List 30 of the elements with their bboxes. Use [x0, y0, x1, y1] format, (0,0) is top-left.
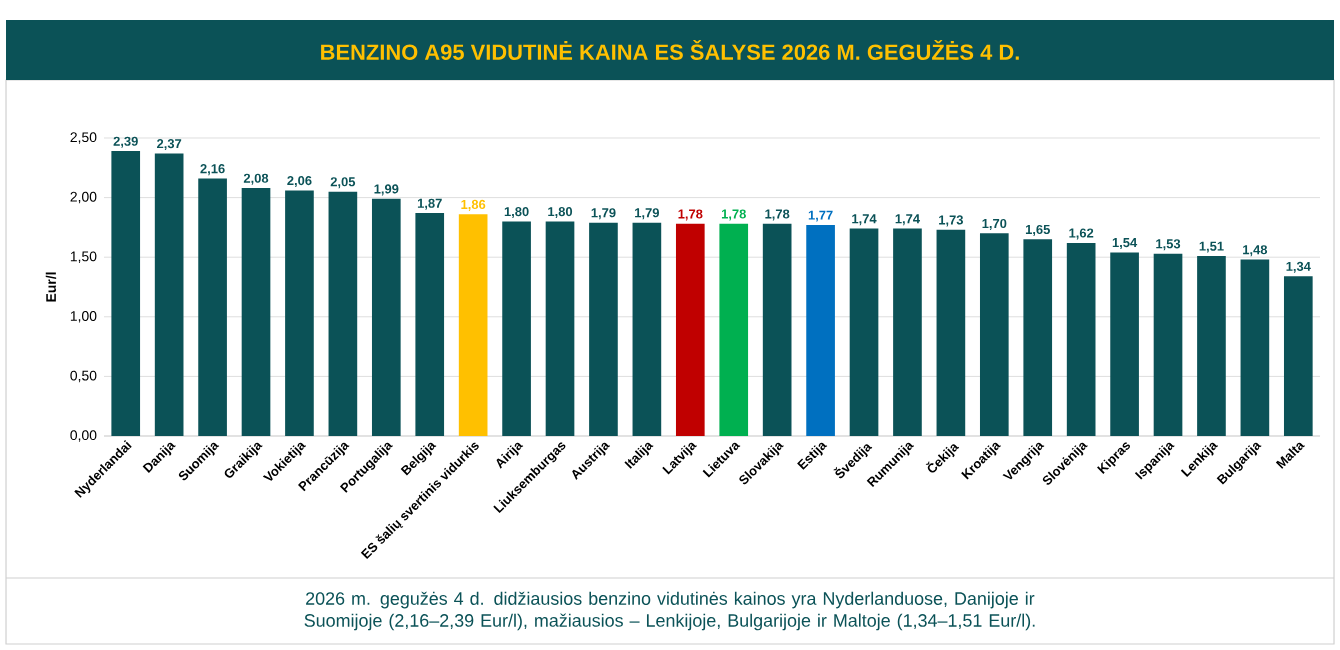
bar	[458, 214, 488, 436]
bar	[328, 191, 358, 436]
bar	[1283, 276, 1313, 436]
bar	[979, 233, 1009, 436]
bar	[1240, 259, 1270, 436]
text: 2026 m. gegužės 4 d. didžiausios benzino vidutinės kainos yra Nyderlanduose, Danijoje ir Suomijoje (2,16–2,39 Eur/l), mažiausios – Lenkijoje, Bulgarijoje ir Maltoje (1,34–1,51 Eur/l).	[304, 591, 1035, 631]
bar	[849, 228, 879, 436]
bar	[415, 213, 445, 436]
bar	[1110, 252, 1139, 436]
bar	[806, 225, 835, 436]
bar	[198, 178, 227, 436]
bar	[1153, 253, 1183, 436]
bar	[545, 221, 575, 436]
bar	[632, 222, 662, 436]
bar	[1023, 239, 1053, 436]
chart-title: BENZINO A95 VIDUTINĖ KAINA ES ŠALYSE 2026 M. GEGUŽĖS 4 D.	[321, 40, 1019, 60]
bar	[589, 222, 618, 436]
bar	[719, 223, 749, 436]
bar	[675, 223, 705, 436]
bar	[285, 190, 314, 436]
bar	[893, 228, 922, 436]
bar	[154, 153, 184, 436]
bar	[502, 221, 531, 436]
bar	[936, 229, 966, 436]
bar	[371, 198, 401, 436]
bar	[1066, 242, 1096, 436]
bar	[762, 223, 792, 436]
bar	[111, 151, 141, 436]
bar	[1197, 256, 1226, 436]
bar	[241, 188, 271, 436]
